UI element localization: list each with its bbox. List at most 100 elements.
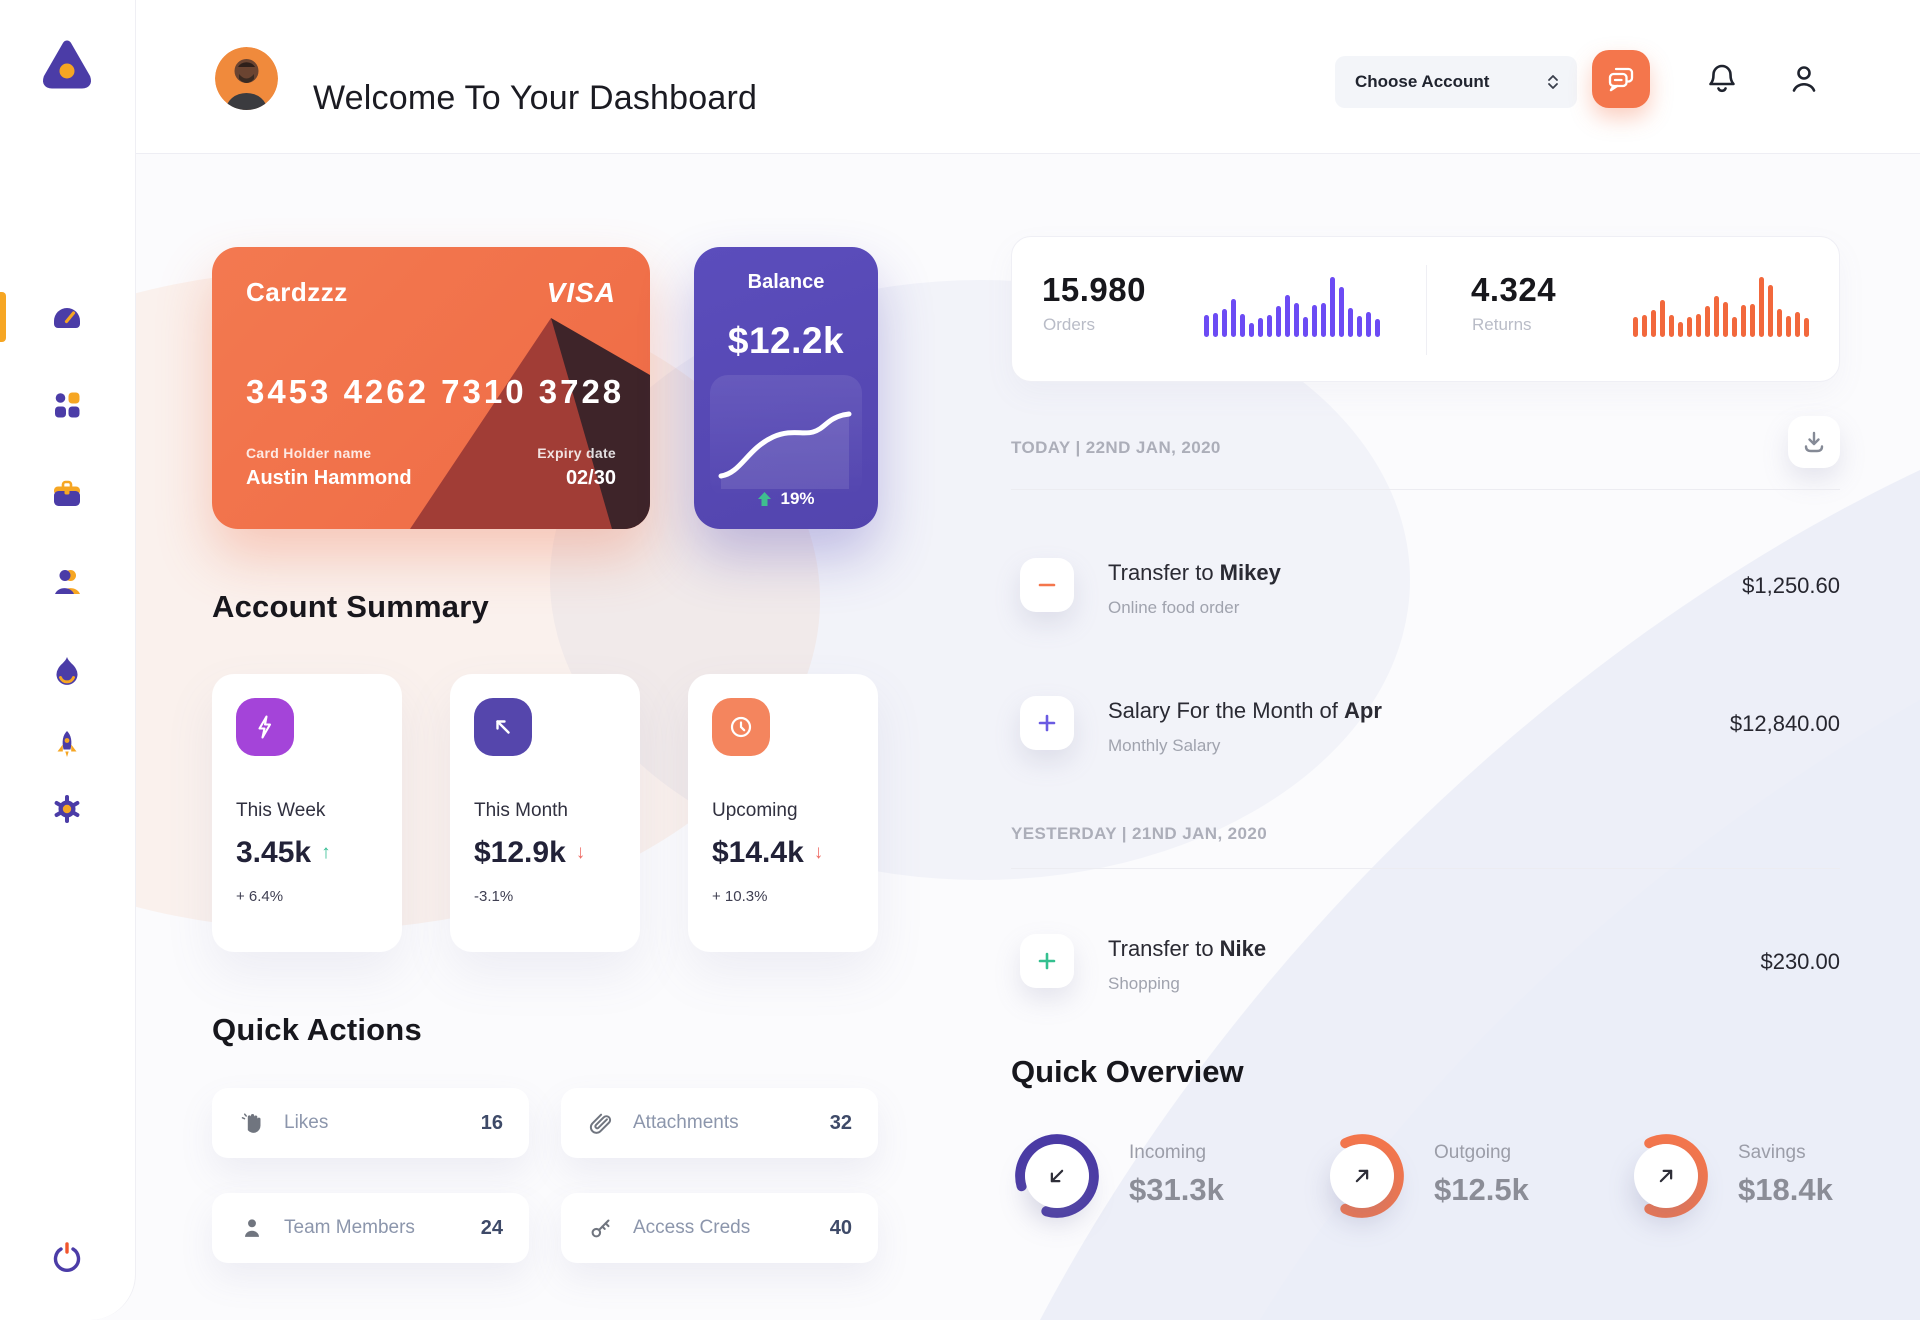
- divider: [1011, 489, 1840, 490]
- sidebar-item-dashboard[interactable]: [47, 297, 87, 337]
- triangle-logo-icon: [43, 40, 91, 89]
- overview-label: Outgoing: [1434, 1142, 1512, 1163]
- returns-sparkline: [1633, 277, 1809, 337]
- sidebar-item-apps[interactable]: [47, 385, 87, 425]
- overview-outgoing: Outgoing $12.5k: [1316, 1130, 1529, 1222]
- quick-action-count: 40: [829, 1216, 852, 1239]
- key-icon: [591, 1219, 610, 1238]
- profile-button[interactable]: [1782, 57, 1826, 101]
- incoming-ring: [1011, 1130, 1103, 1222]
- orders-sparkline: [1204, 277, 1380, 337]
- page-title: Welcome To Your Dashboard: [313, 78, 758, 117]
- plus-icon: [1020, 934, 1074, 988]
- download-button[interactable]: [1788, 416, 1840, 468]
- ring-inner-circle: [1634, 1144, 1698, 1208]
- quick-action-attachments[interactable]: Attachments 32: [561, 1088, 878, 1158]
- overview-label: Savings: [1738, 1142, 1806, 1163]
- overview-amount: $31.3k: [1129, 1172, 1224, 1207]
- overview-text: Savings $18.4k: [1738, 1142, 1833, 1222]
- top-header: Welcome To Your Dashboard Choose Account: [135, 0, 1920, 154]
- title-prefix: Transfer to: [1108, 936, 1220, 961]
- balance-label: Balance: [747, 271, 825, 293]
- visa-logo: VISA: [546, 277, 616, 308]
- overview-text: Incoming $31.3k: [1129, 1142, 1224, 1222]
- quick-action-team-members[interactable]: Team Members 24: [212, 1193, 529, 1263]
- power-icon: [53, 1242, 81, 1272]
- transaction-row-salary[interactable]: Salary For the Month of Apr Monthly Sala…: [1011, 696, 1840, 756]
- flame-icon: [56, 657, 78, 685]
- balance-change: 19%: [694, 489, 878, 509]
- transaction-row-nike[interactable]: Transfer to Nike Shopping $230.00: [1011, 934, 1840, 994]
- overview-amount: $12.5k: [1434, 1172, 1529, 1207]
- bolt-icon: [236, 698, 294, 756]
- overview-amount: $18.4k: [1738, 1172, 1833, 1207]
- card-name: Cardzzz: [246, 277, 348, 307]
- arrow-up-left-icon: [474, 698, 532, 756]
- sidebar-item-users[interactable]: [47, 561, 87, 601]
- transaction-amount: $230.00: [1760, 949, 1840, 974]
- summary-card-this-week: This Week 3.45k ↑ + 6.4%: [212, 674, 402, 952]
- person-icon: [1792, 66, 1816, 92]
- ring-inner-circle: [1330, 1144, 1394, 1208]
- title-prefix: Transfer to: [1108, 560, 1220, 585]
- choose-account-dropdown[interactable]: Choose Account: [1335, 56, 1577, 108]
- sidebar-item-rocket[interactable]: [47, 725, 87, 765]
- quick-action-label: Team Members: [284, 1217, 415, 1238]
- notifications-button[interactable]: [1700, 57, 1744, 101]
- overview-incoming: Incoming $31.3k: [1011, 1130, 1224, 1222]
- minus-icon: [1020, 558, 1074, 612]
- active-nav-indicator: [0, 292, 6, 342]
- summary-value-text: $12.9k: [474, 836, 566, 869]
- transaction-title: Transfer to Mikey: [1108, 560, 1281, 586]
- summary-value: $12.9k ↓: [474, 836, 585, 870]
- sidebar: [0, 0, 136, 1320]
- summary-value-text: 3.45k: [236, 836, 312, 869]
- summary-delta: -3.1%: [474, 888, 514, 905]
- transaction-subtitle: Shopping: [1108, 974, 1180, 993]
- outgoing-ring: [1316, 1130, 1408, 1222]
- transaction-title: Salary For the Month of Apr: [1108, 698, 1382, 724]
- quick-action-likes[interactable]: Likes 16: [212, 1088, 529, 1158]
- summary-label: This Week: [236, 800, 326, 821]
- orders-label: Orders: [1043, 315, 1095, 334]
- quick-action-access-creds[interactable]: Access Creds 40: [561, 1193, 878, 1263]
- sidebar-item-flame[interactable]: [47, 651, 87, 691]
- trend-down-icon: ↓: [575, 842, 586, 863]
- stat-divider: [1426, 265, 1427, 355]
- summary-label: Upcoming: [712, 800, 798, 821]
- card-expiry-label: Expiry date: [537, 445, 616, 461]
- card-holder-block: Card Holder name Austin Hammond: [246, 445, 412, 490]
- title-bold: Apr: [1344, 698, 1382, 723]
- credit-card: Cardzzz VISA 3453 4262 7310 3728 Card Ho…: [212, 247, 650, 529]
- dashboard-gauge-icon: [54, 308, 80, 328]
- clap-icon: [241, 1113, 261, 1133]
- choose-account-label: Choose Account: [1355, 72, 1490, 91]
- bell-icon: [1709, 64, 1735, 93]
- logout-button[interactable]: [47, 1237, 87, 1277]
- savings-ring: [1620, 1130, 1712, 1222]
- balance-amount: $12.2k: [727, 320, 845, 361]
- app-logo[interactable]: [37, 34, 97, 94]
- orders-returns-card: 15.980 Orders 4.324 Returns: [1011, 236, 1840, 382]
- plus-icon: [1020, 696, 1074, 750]
- ring-inner-circle: [1025, 1144, 1089, 1208]
- arrow-up-right-icon: [1355, 1169, 1369, 1183]
- clock-icon: [712, 698, 770, 756]
- summary-delta: + 10.3%: [712, 888, 768, 905]
- title-prefix: Salary For the Month of: [1108, 698, 1344, 723]
- chevron-up-down-icon: [1548, 75, 1558, 89]
- user-avatar[interactable]: [215, 47, 278, 110]
- title-bold: Mikey: [1219, 560, 1281, 585]
- sidebar-item-briefcase[interactable]: [47, 474, 87, 514]
- summary-value: $14.4k ↓: [712, 836, 823, 870]
- sidebar-item-settings[interactable]: [47, 789, 87, 829]
- card-expiry-date: 02/30: [565, 467, 616, 489]
- overview-savings: Savings $18.4k: [1620, 1130, 1833, 1222]
- transaction-row-mikey[interactable]: Transfer to Mikey Online food order $1,2…: [1011, 558, 1840, 618]
- quick-action-label: Access Creds: [633, 1217, 751, 1238]
- summary-value-text: $14.4k: [712, 836, 804, 869]
- quick-action-label: Attachments: [633, 1112, 739, 1133]
- divider: [1011, 868, 1840, 869]
- messages-button[interactable]: [1592, 50, 1650, 108]
- arrow-down-left-icon: [1050, 1169, 1064, 1183]
